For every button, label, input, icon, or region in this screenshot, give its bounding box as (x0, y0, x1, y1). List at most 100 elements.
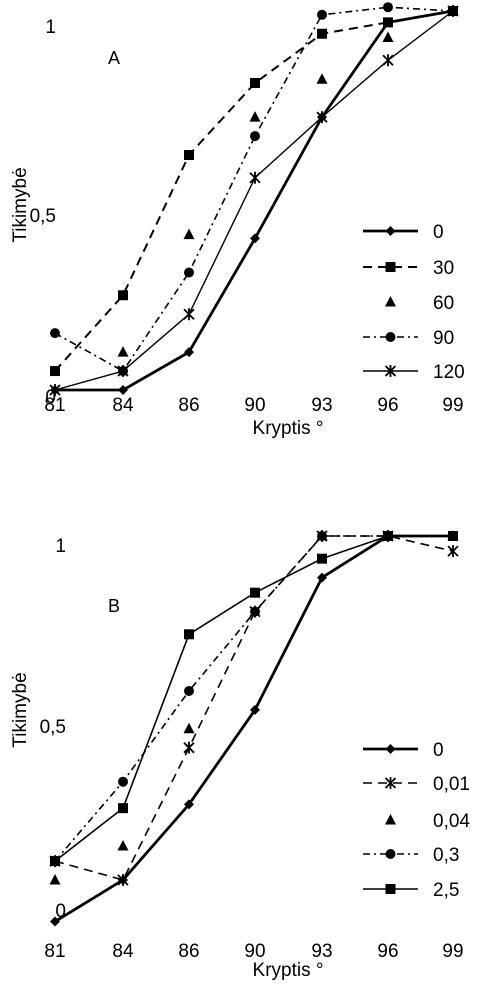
data-point (383, 2, 393, 13)
series-line (54, 535, 453, 862)
legend-entry: 2,5 (363, 880, 459, 901)
chart-panel-a: A Tikimybė Kryptis ° 0 0,5 1 81 84 86 90 93 96 99… (10, 2, 465, 439)
data-point (183, 741, 195, 754)
data-point (117, 365, 129, 378)
x-tick-label: 99 (442, 395, 463, 416)
legend-entry: 60 (385, 293, 454, 314)
data-point (184, 267, 194, 278)
legend-marker (384, 365, 397, 377)
data-point (118, 290, 128, 301)
y-tick-label: 1 (55, 536, 66, 557)
data-point (117, 873, 129, 886)
x-tick-label: 99 (442, 941, 463, 962)
y-axis-title: Tikimybė (10, 167, 31, 242)
data-point (184, 629, 194, 640)
x-tick-label: 81 (44, 395, 65, 416)
data-point (317, 9, 327, 20)
data-point (250, 131, 260, 142)
data-point (117, 346, 129, 357)
y-tick-label: 0,5 (40, 717, 66, 738)
x-tick-label: 90 (244, 395, 265, 416)
legend-marker (385, 884, 396, 894)
data-point (383, 531, 393, 541)
panel-label: B (108, 596, 120, 616)
data-point (118, 776, 128, 787)
legend-marker (384, 777, 397, 789)
series-3 (50, 531, 458, 867)
legend-entry: 30 (363, 258, 454, 279)
data-point (184, 685, 194, 696)
data-point (49, 873, 61, 885)
x-axis-title: Kryptis ° (253, 960, 324, 981)
data-point (50, 916, 60, 927)
data-point (316, 111, 328, 124)
x-tick-label: 96 (377, 941, 398, 962)
legend-label: 0,01 (433, 774, 470, 795)
data-point (49, 384, 61, 396)
data-point (117, 839, 129, 851)
x-tick-label: 90 (244, 941, 265, 962)
data-point (316, 73, 328, 84)
x-tick-label: 86 (178, 941, 199, 962)
legend-marker (385, 332, 396, 342)
data-point (250, 587, 260, 598)
data-point (317, 28, 327, 39)
legend-entry: 90 (363, 328, 454, 349)
data-point (382, 31, 394, 43)
legend-label: 2,5 (433, 880, 459, 901)
legend-label: 120 (433, 362, 465, 383)
y-tick-label: 1 (45, 17, 56, 38)
series-4 (49, 5, 459, 396)
data-point (183, 308, 195, 321)
x-tick-label: 93 (311, 395, 332, 416)
data-point (184, 150, 194, 161)
x-tick-label: 84 (112, 395, 134, 416)
x-tick-label: 93 (311, 941, 332, 962)
x-tick-label: 81 (44, 941, 65, 962)
data-point (317, 553, 327, 564)
data-point (183, 722, 195, 734)
data-point (183, 228, 195, 240)
data-point (249, 171, 261, 184)
legend-marker (385, 226, 396, 236)
legend-entry: 120 (363, 362, 465, 383)
legend-label: 0 (433, 740, 444, 761)
data-point (250, 78, 260, 89)
legend-label: 60 (433, 293, 454, 314)
x-tick-label: 96 (377, 395, 398, 416)
legend-label: 0,04 (433, 811, 470, 832)
legend-label: 0,3 (433, 845, 459, 866)
data-point (317, 572, 327, 583)
data-point (50, 366, 60, 377)
legend-marker (385, 814, 396, 825)
legend-entry: 0,3 (363, 845, 459, 866)
legend-marker (385, 262, 396, 272)
data-point (447, 5, 459, 17)
legend-marker (385, 849, 396, 859)
y-tick-label: 0,5 (30, 206, 56, 227)
x-tick-label: 86 (178, 395, 199, 416)
data-point (448, 531, 458, 541)
legend-label: 90 (433, 328, 454, 349)
chart-panel-b: B Tikimybė Kryptis ° 0 0,5 1 81 84 86 90 93 96 99… (10, 530, 470, 981)
series-4 (50, 531, 458, 867)
data-point (118, 803, 128, 814)
series-line (54, 535, 453, 862)
data-point (250, 606, 260, 617)
data-point (50, 856, 60, 867)
data-point (184, 347, 194, 358)
data-point (249, 111, 261, 122)
data-point (118, 385, 128, 395)
data-point (250, 704, 260, 715)
panel-label: A (108, 48, 120, 68)
legend-entry: 0 (363, 740, 444, 761)
data-point (383, 17, 393, 28)
data-point (382, 54, 394, 67)
legend-marker (385, 296, 396, 307)
legend-label: 30 (433, 258, 454, 279)
legend-entry: 0 (363, 222, 444, 243)
data-point (50, 328, 60, 339)
legend-entry: 0,01 (363, 774, 470, 795)
y-tick-label: 0 (55, 901, 66, 922)
